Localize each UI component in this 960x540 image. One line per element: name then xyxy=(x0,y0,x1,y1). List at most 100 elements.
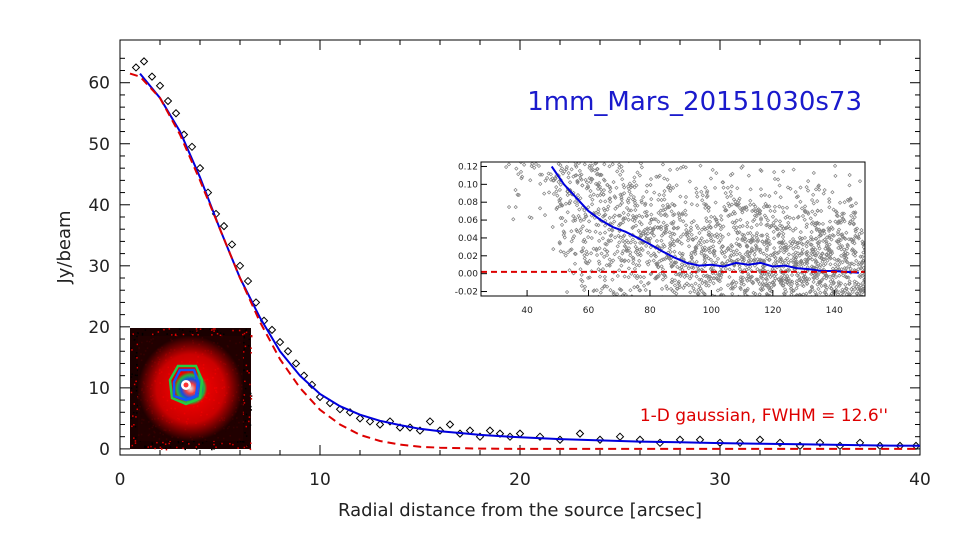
profile-point xyxy=(715,438,725,448)
thumbnail-speckle xyxy=(130,387,133,389)
inset-point xyxy=(819,208,824,214)
inset-point xyxy=(665,286,670,291)
inset-point xyxy=(630,225,635,231)
inset-point xyxy=(837,262,842,267)
inset-point xyxy=(772,362,775,365)
inset-point xyxy=(630,237,635,242)
inset-point xyxy=(741,233,747,238)
inset-point xyxy=(619,195,624,200)
inset-point xyxy=(782,323,785,326)
thumbnail-speckle xyxy=(250,398,253,400)
profile-point xyxy=(195,163,205,173)
inset-point xyxy=(779,224,785,229)
inset-point xyxy=(659,212,664,218)
inset-point xyxy=(657,303,660,306)
inset-point xyxy=(775,227,781,232)
inset-point xyxy=(843,286,848,291)
inset-point xyxy=(760,264,766,269)
inset-point xyxy=(699,236,704,241)
inset-point xyxy=(697,283,702,288)
inset-point xyxy=(590,202,595,207)
inset-point xyxy=(854,226,860,231)
inset-point xyxy=(703,322,706,325)
inset-point xyxy=(639,198,644,203)
inset-point xyxy=(758,216,764,221)
inset-point xyxy=(741,255,746,261)
inset-point xyxy=(645,226,650,231)
inset-point xyxy=(748,187,753,192)
inset-point xyxy=(597,261,602,266)
inset-point xyxy=(769,300,772,303)
inset-point xyxy=(720,298,723,301)
inset-point xyxy=(717,320,720,323)
inset-point xyxy=(789,272,795,278)
inset-point xyxy=(853,201,859,206)
inset-point xyxy=(852,319,855,322)
inset-point xyxy=(649,212,654,217)
inset-point xyxy=(800,329,803,332)
inset-point xyxy=(794,204,799,209)
inset-point xyxy=(721,224,726,229)
thumbnail-speckle xyxy=(182,333,185,336)
inset-point xyxy=(760,281,765,286)
thumbnail-speckle xyxy=(248,338,251,341)
inset-point xyxy=(793,250,798,255)
inset-point xyxy=(588,188,593,194)
inset-point xyxy=(534,141,537,144)
inset-point xyxy=(708,257,714,262)
inset-point xyxy=(638,288,643,293)
thumbnail-speckle xyxy=(191,334,194,336)
inset-point xyxy=(764,301,767,304)
inset-point xyxy=(727,274,732,280)
inset-point xyxy=(669,264,674,269)
inset-point xyxy=(715,256,721,261)
profile-point xyxy=(187,142,197,152)
inset-point xyxy=(863,350,866,353)
inset-point xyxy=(602,278,608,283)
inset-point xyxy=(670,237,675,242)
inset-point xyxy=(723,266,728,271)
thumbnail-speckle xyxy=(131,349,133,351)
inset-point xyxy=(558,136,561,139)
inset-point xyxy=(661,208,666,213)
thumbnail-speckle xyxy=(196,331,198,333)
inset-point xyxy=(567,268,572,273)
inset-point xyxy=(795,241,800,246)
inset-point xyxy=(738,319,741,322)
inset-point xyxy=(595,209,601,214)
inset-point xyxy=(597,180,602,186)
inset-point xyxy=(844,275,850,280)
inset-point xyxy=(702,245,707,250)
inset-point xyxy=(748,198,753,203)
inset-point xyxy=(716,272,721,278)
inset-point xyxy=(538,181,543,186)
inset-point xyxy=(857,316,860,319)
inset-point xyxy=(836,281,842,287)
thumbnail-speckle xyxy=(167,440,170,443)
inset-point xyxy=(831,280,836,285)
inset-point xyxy=(828,283,833,288)
inset-point xyxy=(653,217,658,222)
thumbnail-speckle xyxy=(210,329,213,331)
inset-point xyxy=(855,323,858,326)
inset-point xyxy=(689,258,695,264)
inset-point xyxy=(861,250,865,255)
inset-point xyxy=(764,245,770,250)
inset-point xyxy=(720,260,725,266)
inset-point xyxy=(656,338,659,341)
inset-point xyxy=(780,283,785,288)
inset-point xyxy=(816,302,819,305)
inset-point xyxy=(573,216,578,221)
thumbnail-speckle xyxy=(182,447,184,450)
thumbnail-speckle xyxy=(189,330,191,333)
inset-point xyxy=(714,170,719,176)
inset-point xyxy=(670,263,675,268)
inset-point xyxy=(712,233,717,239)
inset-point xyxy=(740,164,745,169)
inset-point xyxy=(843,282,848,287)
inset-point xyxy=(720,335,723,338)
inset-point xyxy=(848,196,853,201)
inset-point xyxy=(595,171,600,176)
inset-point xyxy=(681,324,684,327)
inset-point xyxy=(556,162,561,166)
